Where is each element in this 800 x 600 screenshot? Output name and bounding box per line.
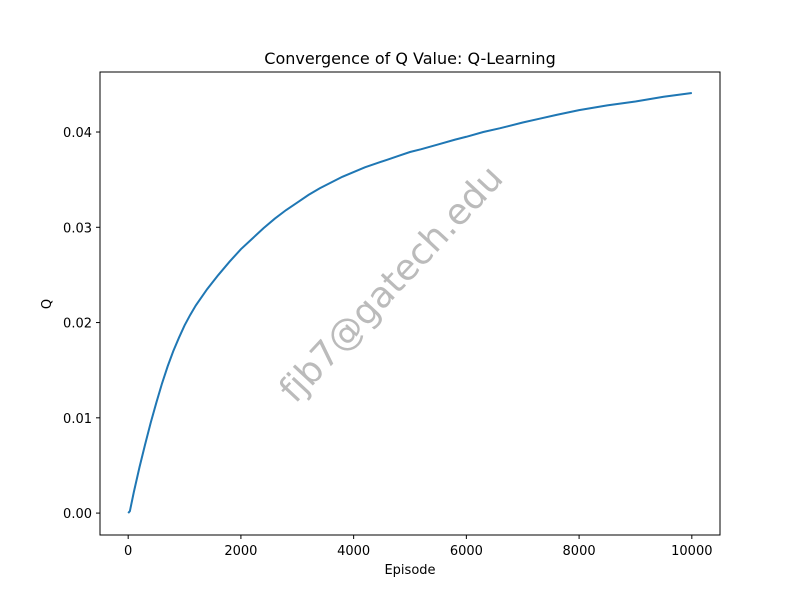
- x-tick-label: 10000: [671, 544, 712, 559]
- plot-frame: [99, 71, 721, 536]
- x-tick-label: 2000: [224, 544, 257, 559]
- x-tick-label: 8000: [563, 544, 596, 559]
- x-axis: 0 2000 4000 6000 8000 10000: [124, 535, 712, 559]
- y-axis: 0.00 0.01 0.02 0.03 0.04: [63, 126, 100, 522]
- series-line-q-value: [127, 91, 692, 514]
- x-tick-label: 4000: [337, 544, 370, 559]
- x-axis-label: Episode: [384, 563, 435, 578]
- y-tick-label: 0.02: [63, 317, 92, 332]
- chart-title: Convergence of Q Value: Q-Learning: [264, 49, 555, 68]
- x-tick-label: 0: [124, 544, 132, 559]
- plot-area: [99, 71, 721, 536]
- x-tick-label: 6000: [450, 544, 483, 559]
- y-axis-label: Q: [40, 299, 55, 309]
- y-tick-label: 0.00: [63, 507, 92, 522]
- y-tick-label: 0.03: [63, 221, 92, 236]
- y-tick-label: 0.04: [63, 126, 92, 141]
- y-tick-label: 0.01: [63, 412, 92, 427]
